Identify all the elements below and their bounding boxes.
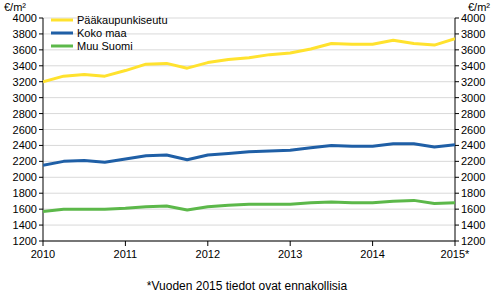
plot-area xyxy=(43,39,455,212)
y-tick xyxy=(39,225,43,226)
x-tick xyxy=(290,241,291,246)
x-tick-label: 2014 xyxy=(360,248,384,260)
y-tick xyxy=(39,81,43,82)
grid-line xyxy=(43,193,455,194)
y2-tick-label: 2000 xyxy=(461,171,485,183)
grid-line xyxy=(43,241,455,242)
y-tick-label: 2200 xyxy=(13,155,37,167)
x-tick xyxy=(125,241,126,246)
x-tick xyxy=(372,241,373,246)
y-tick-label: 2600 xyxy=(13,124,37,136)
y-tick-label: 2000 xyxy=(13,171,37,183)
legend-label: Muu Suomi xyxy=(77,40,133,52)
grid-line xyxy=(43,129,455,130)
y-tick-label: 1200 xyxy=(13,235,37,247)
y2-tick xyxy=(455,49,459,50)
y-tick xyxy=(39,209,43,210)
y-tick-label: 2400 xyxy=(13,139,37,151)
y-tick xyxy=(39,65,43,66)
y2-tick-label: 1200 xyxy=(461,235,485,247)
y2-tick-label: 2600 xyxy=(461,124,485,136)
y2-tick-label: 2400 xyxy=(461,139,485,151)
y-tick xyxy=(39,18,43,19)
y-tick xyxy=(39,33,43,34)
y2-axis-label: €/m² xyxy=(468,1,490,13)
y-tick-label: 1800 xyxy=(13,187,37,199)
series-line xyxy=(43,144,455,166)
y2-tick xyxy=(455,193,459,194)
y2-tick xyxy=(455,129,459,130)
y2-tick xyxy=(455,241,459,242)
y2-tick xyxy=(455,97,459,98)
y2-tick-label: 4000 xyxy=(461,12,485,24)
y-tick xyxy=(39,161,43,162)
grid-line xyxy=(43,225,455,226)
grid-line xyxy=(43,113,455,114)
y-tick xyxy=(39,241,43,242)
x-tick-label: 2010 xyxy=(31,248,55,260)
y-axis-label: €/m² xyxy=(4,1,26,13)
grid-line xyxy=(43,65,455,66)
y2-tick xyxy=(455,145,459,146)
y2-axis xyxy=(455,18,456,241)
y2-tick xyxy=(455,33,459,34)
y2-tick-label: 3400 xyxy=(461,60,485,72)
legend-swatch xyxy=(51,32,73,35)
y2-tick xyxy=(455,65,459,66)
x-tick-label: 2015* xyxy=(441,248,470,260)
y2-tick xyxy=(455,113,459,114)
y2-tick-label: 2800 xyxy=(461,108,485,120)
y-tick xyxy=(39,177,43,178)
y2-tick-label: 1800 xyxy=(461,187,485,199)
y2-tick-label: 1400 xyxy=(461,219,485,231)
y2-tick-label: 1600 xyxy=(461,203,485,215)
x-tick xyxy=(43,241,44,246)
y2-tick xyxy=(455,161,459,162)
y-tick xyxy=(39,97,43,98)
y-tick-label: 1600 xyxy=(13,203,37,215)
legend-swatch xyxy=(51,45,73,48)
x-axis xyxy=(43,241,455,242)
y2-tick-label: 3000 xyxy=(461,92,485,104)
y-tick-label: 3800 xyxy=(13,28,37,40)
y-tick-label: 3200 xyxy=(13,76,37,88)
y-tick xyxy=(39,49,43,50)
y-tick xyxy=(39,145,43,146)
y2-tick xyxy=(455,209,459,210)
y2-tick xyxy=(455,177,459,178)
y-tick xyxy=(39,129,43,130)
legend-label: Koko maa xyxy=(77,27,127,39)
x-tick xyxy=(207,241,208,246)
legend-swatch xyxy=(51,19,73,22)
series-line xyxy=(43,39,455,82)
x-tick xyxy=(455,241,456,246)
y-tick-label: 3000 xyxy=(13,92,37,104)
y2-tick-label: 3800 xyxy=(461,28,485,40)
y-tick-label: 3400 xyxy=(13,60,37,72)
grid-line xyxy=(43,97,455,98)
y2-tick-label: 3200 xyxy=(461,76,485,88)
y2-tick-label: 3600 xyxy=(461,44,485,56)
legend-label: Pääkaupunkiseutu xyxy=(77,14,168,26)
y-axis xyxy=(43,18,44,241)
series-line xyxy=(43,200,455,211)
y2-tick xyxy=(455,81,459,82)
y-tick xyxy=(39,113,43,114)
x-tick-label: 2012 xyxy=(196,248,220,260)
y-tick-label: 2800 xyxy=(13,108,37,120)
y2-tick-label: 2200 xyxy=(461,155,485,167)
footnote: *Vuoden 2015 tiedot ovat ennakollisia xyxy=(147,279,348,293)
grid-line xyxy=(43,177,455,178)
chart: 1200 1400 1600 1800 2000 2200 2400 2600 2800 3000… xyxy=(0,0,494,304)
grid-line xyxy=(43,81,455,82)
y-tick xyxy=(39,193,43,194)
y-tick-label: 4000 xyxy=(13,12,37,24)
y-tick-label: 3600 xyxy=(13,44,37,56)
y-tick-label: 1400 xyxy=(13,219,37,231)
x-tick-label: 2013 xyxy=(278,248,302,260)
x-tick-label: 2011 xyxy=(114,248,138,260)
y2-tick xyxy=(455,225,459,226)
y2-tick xyxy=(455,18,459,19)
